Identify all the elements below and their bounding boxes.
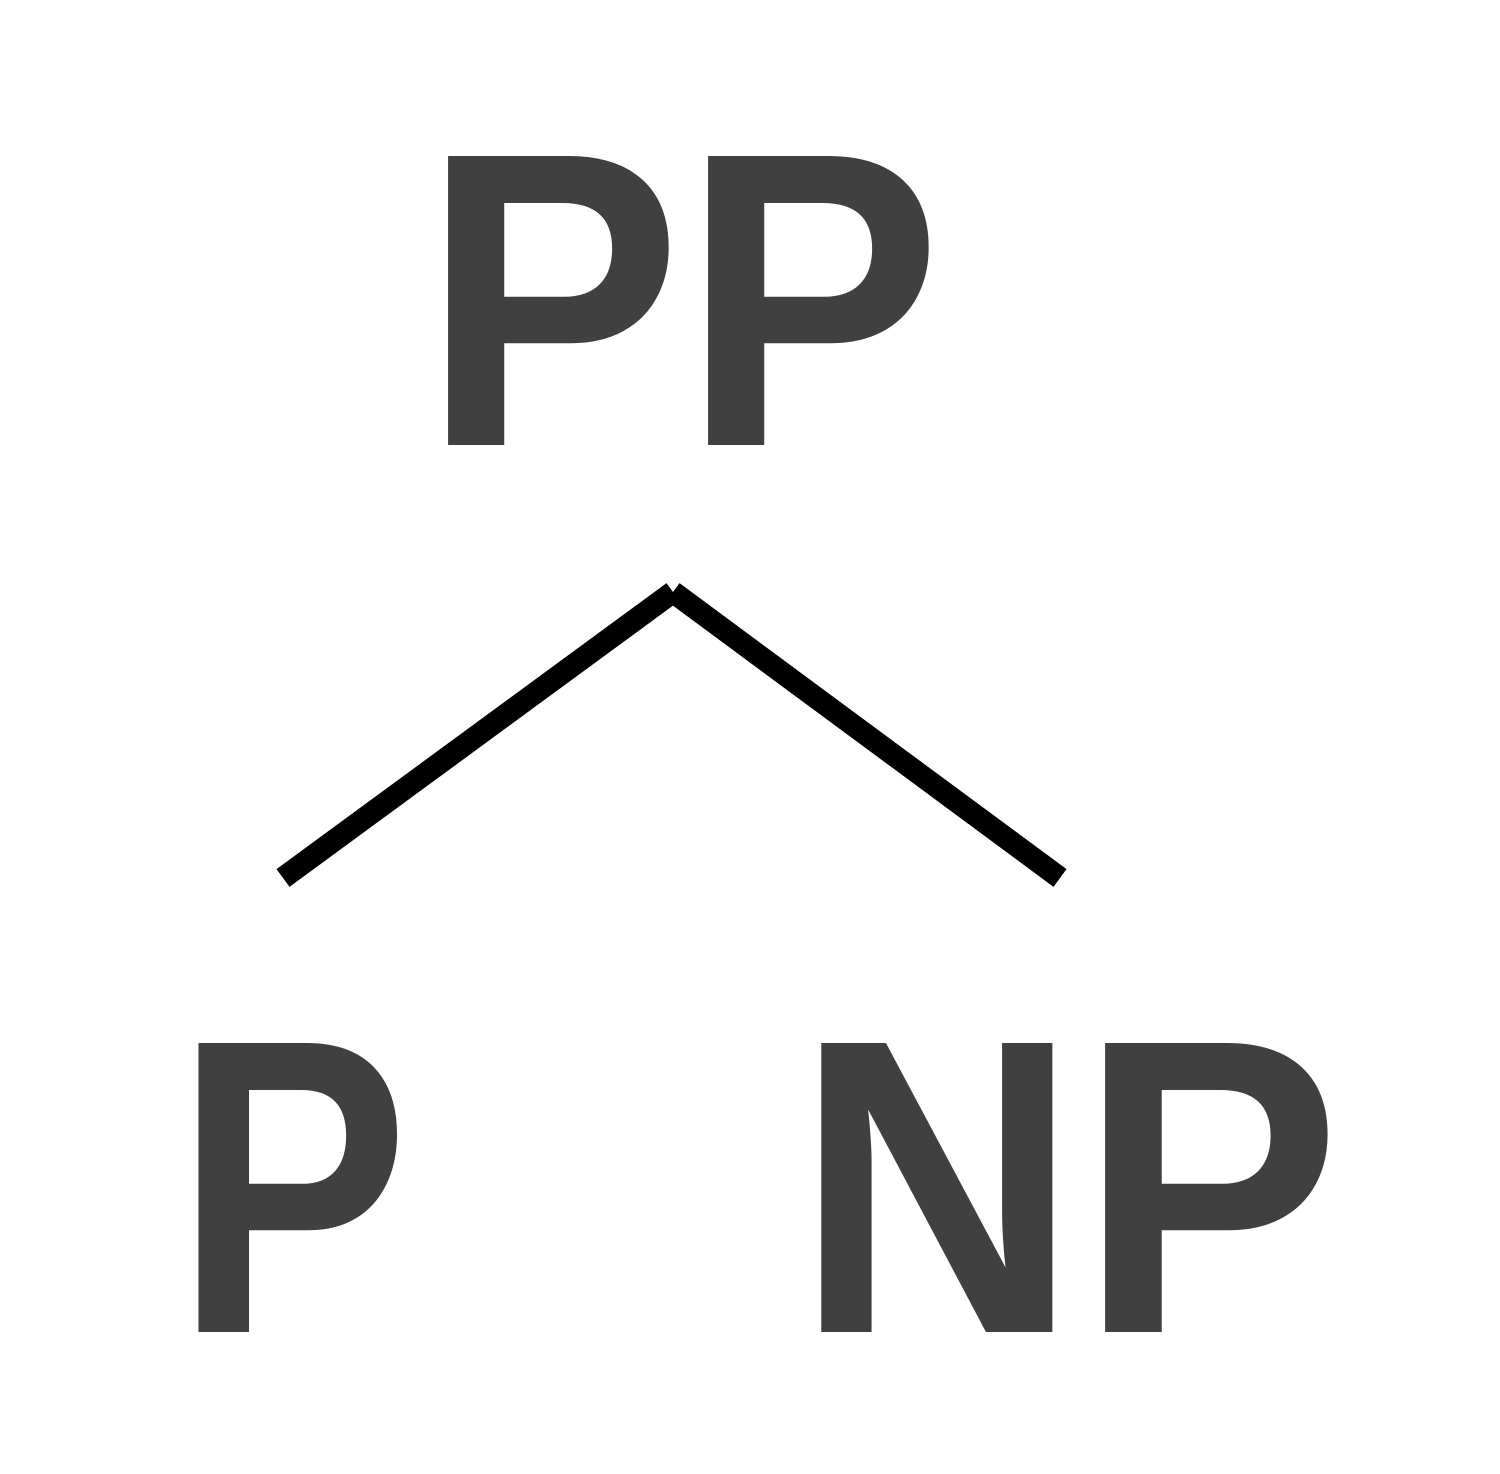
branch-pp-to-p — [276, 583, 680, 887]
node-label-root: PP — [422, 66, 942, 535]
branch-pp-to-np — [666, 583, 1067, 887]
node-label-np: NP — [795, 953, 1341, 1422]
node-label-p: P — [175, 953, 409, 1422]
